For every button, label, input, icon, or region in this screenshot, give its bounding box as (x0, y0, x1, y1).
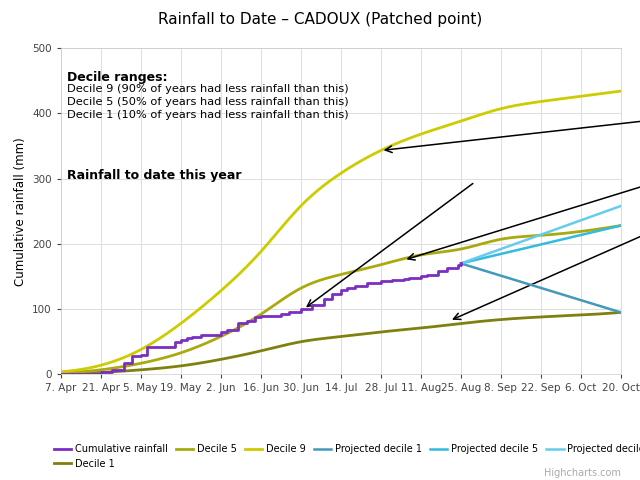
Text: Decile ranges:: Decile ranges: (67, 71, 167, 84)
Text: Highcharts.com: Highcharts.com (544, 468, 621, 478)
Text: Decile 9 (90% of years had less rainfall than this): Decile 9 (90% of years had less rainfall… (67, 84, 348, 94)
Text: Decile 5 (50% of years had less rainfall than this): Decile 5 (50% of years had less rainfall… (67, 97, 348, 107)
Text: Rainfall to date this year: Rainfall to date this year (67, 169, 241, 182)
Text: Decile 1 (10% of years had less rainfall than this): Decile 1 (10% of years had less rainfall… (67, 110, 348, 120)
Legend: Cumulative rainfall, Decile 1, Decile 5, Decile 9, Projected decile 1, Projected: Cumulative rainfall, Decile 1, Decile 5,… (50, 440, 640, 473)
Text: Rainfall to Date – CADOUX (Patched point): Rainfall to Date – CADOUX (Patched point… (158, 12, 482, 27)
Y-axis label: Cumulative rainfall (mm): Cumulative rainfall (mm) (13, 137, 27, 286)
